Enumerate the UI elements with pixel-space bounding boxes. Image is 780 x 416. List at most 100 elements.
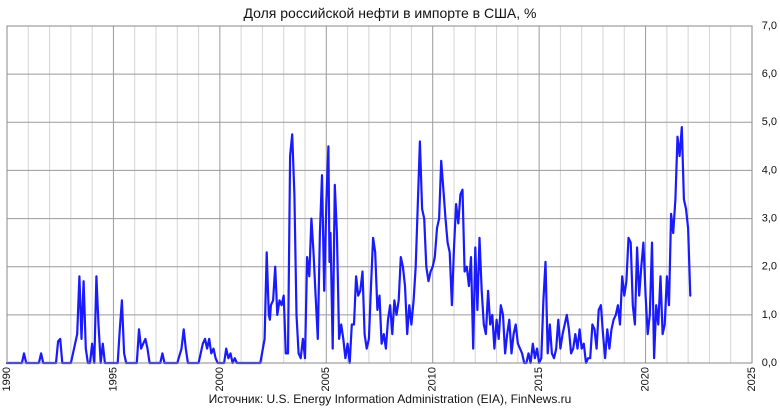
x-tick-label: 2020: [639, 367, 651, 391]
data-point: [374, 251, 376, 253]
data-point: [310, 218, 312, 220]
data-point: [434, 256, 436, 258]
data-point: [119, 328, 121, 330]
data-point: [102, 343, 104, 345]
data-point: [659, 275, 662, 277]
data-point: [402, 266, 404, 268]
data-point: [583, 343, 585, 345]
data-point: [657, 323, 659, 326]
data-point: [485, 333, 487, 335]
data-point: [327, 145, 329, 147]
data-point: [400, 256, 402, 258]
data-point: [285, 352, 287, 354]
data-point: [278, 299, 281, 301]
data-point: [91, 343, 93, 345]
data-point: [685, 208, 687, 210]
data-point: [266, 251, 268, 253]
data-point: [355, 275, 357, 277]
data-point: [293, 193, 295, 196]
data-point: [638, 295, 640, 297]
data-point: [212, 348, 215, 350]
data-point: [436, 227, 438, 229]
data-point: [551, 352, 553, 354]
data-point: [291, 133, 293, 135]
data-point: [300, 357, 302, 359]
y-tick-label: 7,0: [762, 20, 777, 32]
data-point: [447, 242, 449, 244]
data-point: [559, 348, 562, 350]
data-point: [536, 348, 538, 350]
data-point: [385, 348, 387, 350]
data-point: [328, 261, 331, 263]
data-point: [138, 328, 140, 330]
data-point: [80, 338, 83, 340]
data-point: [615, 314, 617, 316]
data-point: [23, 352, 25, 354]
data-point: [651, 242, 653, 244]
data-point: [602, 333, 604, 335]
data-point: [295, 314, 298, 316]
data-point: [338, 338, 340, 340]
data-point: [347, 343, 349, 345]
data-point: [123, 352, 125, 354]
data-point: [683, 198, 685, 200]
data-point: [636, 246, 638, 249]
data-point: [549, 323, 551, 326]
data-point: [229, 352, 232, 354]
data-point: [202, 343, 204, 345]
data-point: [647, 333, 649, 335]
y-tick-label: 4,0: [762, 164, 777, 176]
data-point: [613, 319, 615, 321]
data-point: [372, 237, 374, 239]
data-point: [294, 251, 296, 253]
data-point: [76, 333, 78, 335]
data-point: [481, 290, 483, 292]
data-point: [59, 338, 61, 340]
data-point: [668, 304, 670, 306]
data-point: [468, 285, 470, 287]
data-point: [587, 357, 589, 359]
data-point: [180, 348, 183, 350]
data-point: [227, 357, 229, 359]
data-point: [451, 304, 453, 306]
data-point: [453, 246, 455, 249]
data-point: [40, 352, 42, 354]
data-point: [604, 357, 606, 359]
data-point: [498, 338, 500, 340]
data-point: [387, 319, 389, 321]
data-point: [600, 304, 602, 306]
y-tick-label: 6,0: [762, 68, 777, 80]
data-point: [666, 275, 668, 277]
data-point: [670, 213, 672, 215]
data-point: [389, 304, 391, 306]
data-point: [144, 338, 146, 340]
data-point: [506, 333, 508, 335]
data-point: [640, 266, 642, 268]
data-point: [483, 323, 485, 326]
data-point: [74, 343, 76, 345]
data-point: [610, 328, 613, 330]
data-point: [459, 193, 461, 196]
data-point: [421, 208, 423, 210]
data-point: [645, 295, 647, 297]
data-point: [534, 357, 536, 359]
data-point: [97, 323, 100, 326]
data-point: [544, 261, 547, 263]
data-point: [329, 232, 332, 234]
x-tick-label: 2015: [533, 367, 545, 391]
data-point: [687, 227, 689, 229]
y-tick-label: 2,0: [762, 261, 777, 273]
data-point: [140, 348, 142, 350]
data-point: [206, 348, 208, 350]
data-point: [519, 348, 521, 350]
data-point: [270, 304, 272, 306]
data-point: [593, 328, 596, 330]
data-point: [589, 357, 591, 359]
data-point: [649, 314, 651, 316]
data-point: [457, 222, 459, 224]
y-tick-label: 1,0: [762, 309, 777, 321]
data-point: [383, 333, 385, 335]
data-point: [689, 295, 691, 297]
data-point: [500, 304, 502, 306]
